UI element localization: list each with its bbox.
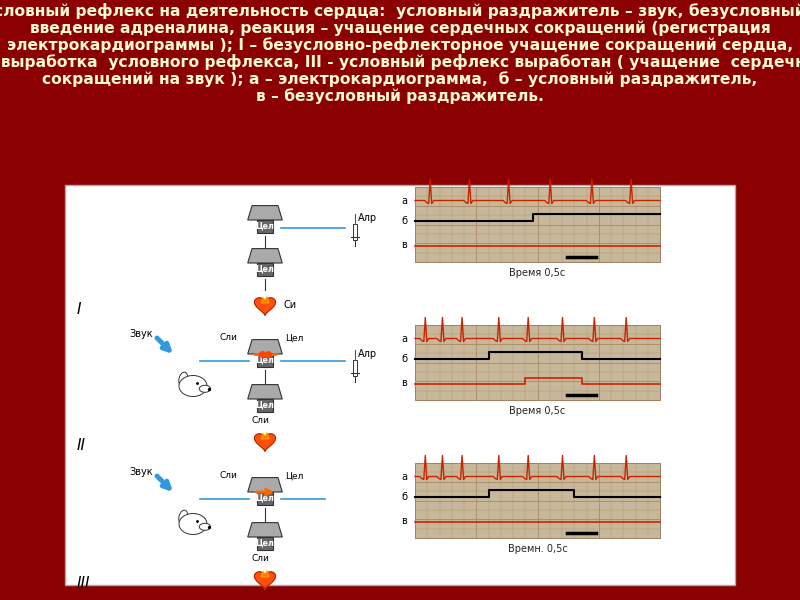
Bar [353,224,358,240]
Bar [257,399,273,412]
Bar [257,354,273,367]
Text: в: в [402,517,407,527]
Text: Цел: Цел [255,222,274,231]
Text: в – безусловный раздражитель.: в – безусловный раздражитель. [256,88,544,104]
Text: Цел: Цел [255,539,274,548]
Text: II – выработка  условного рефлекса, III - условный рефлекс выработан ( учащение : II – выработка условного рефлекса, III -… [0,54,800,70]
Polygon shape [248,523,282,537]
Polygon shape [254,572,275,589]
Polygon shape [261,570,269,577]
Text: а: а [401,334,407,343]
Polygon shape [261,296,269,303]
Text: Си: Си [283,300,296,310]
Text: Звук: Звук [130,329,153,339]
Text: Сли: Сли [251,416,269,425]
Text: в: в [402,241,407,251]
Text: Алр: Алр [358,213,377,223]
Polygon shape [248,478,282,492]
Text: II: II [77,439,86,454]
Text: введение адреналина, реакция – учащение сердечных сокращений (регистрация: введение адреналина, реакция – учащение … [30,20,770,35]
Text: б: б [401,216,407,226]
Polygon shape [248,206,282,220]
Text: Время 0,5с: Время 0,5с [510,406,566,416]
Bar [257,492,273,505]
Text: I: I [77,302,82,317]
Text: Сли: Сли [219,334,237,343]
Bar [415,187,660,262]
Ellipse shape [179,514,207,535]
Ellipse shape [199,385,210,392]
Text: Цел: Цел [255,494,274,503]
Text: а: а [401,472,407,481]
Ellipse shape [178,372,188,386]
Ellipse shape [178,510,188,524]
Bar [415,463,660,538]
Ellipse shape [179,376,207,397]
Text: Цел: Цел [285,472,303,481]
Text: Время 0,5с: Время 0,5с [510,268,566,278]
Bar [353,360,358,376]
Text: б: б [401,354,407,364]
Ellipse shape [199,523,210,530]
Text: Цел: Цел [255,356,274,365]
Polygon shape [261,432,269,439]
Bar [415,325,660,400]
Bar [257,220,273,233]
Text: б: б [401,492,407,502]
Text: электрокардиограммы ); I – безусловно-рефлекторное учащение сокращений сердца,: электрокардиограммы ); I – безусловно-ре… [7,37,793,53]
Text: Времн. 0,5с: Времн. 0,5с [508,544,567,554]
Text: Сли: Сли [219,472,237,481]
Polygon shape [248,248,282,263]
Polygon shape [254,298,275,315]
Text: Цел: Цел [285,334,303,343]
Text: Цел: Цел [255,401,274,410]
Text: сокращений на звук ); а – электрокардиограмма,  б – условный раздражитель,: сокращений на звук ); а – электрокардиог… [42,71,758,87]
Bar [257,537,273,550]
Text: Звук: Звук [130,467,153,477]
Bar [257,263,273,275]
Text: Условный рефлекс на деятельность сердца:  условный раздражитель – звук, безуслов: Условный рефлекс на деятельность сердца:… [0,3,800,19]
Text: III: III [77,577,90,592]
Polygon shape [248,385,282,399]
Text: Сли: Сли [251,554,269,563]
Text: в: в [402,379,407,389]
Text: Алр: Алр [358,349,377,359]
Bar [65,185,735,585]
Polygon shape [254,434,275,451]
Text: Цел: Цел [255,265,274,274]
Text: а: а [401,196,407,205]
Polygon shape [248,340,282,354]
